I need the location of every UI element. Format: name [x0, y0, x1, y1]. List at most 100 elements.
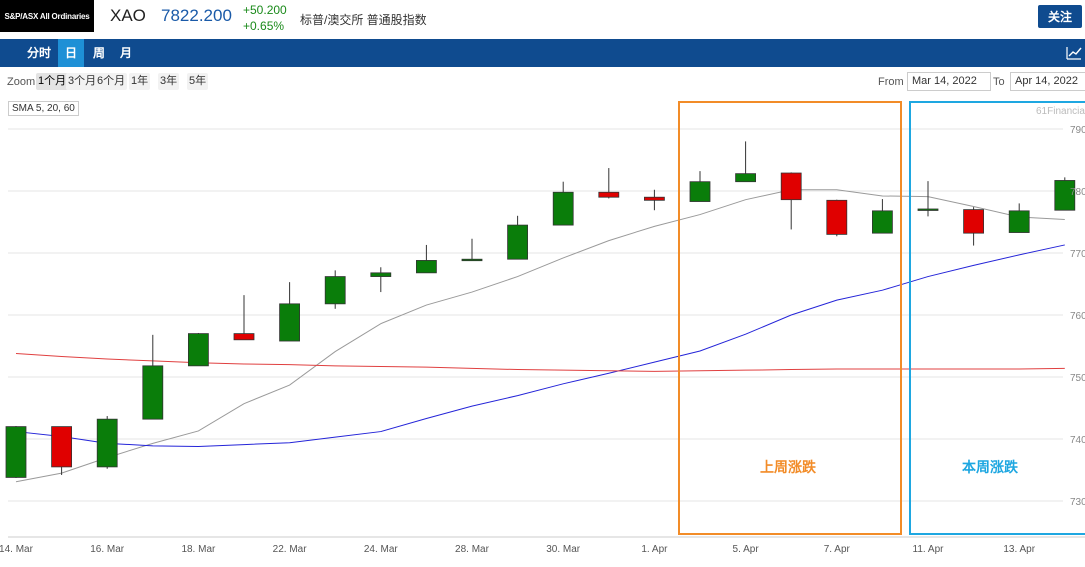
from-date-input[interactable]: Mar 14, 2022	[907, 72, 991, 91]
candle-5Apr	[735, 141, 756, 183]
x-axis: 14. Mar 16. Mar 18. Mar 22. Mar 24. Mar 28. M…	[0, 536, 1085, 555]
candle-body	[507, 224, 529, 260]
tab-daily[interactable]: 日	[58, 39, 84, 67]
candle-body	[552, 191, 574, 226]
change-absolute: +50.200	[243, 3, 287, 17]
y-tick-label: 730	[1070, 497, 1085, 508]
candle-body	[917, 208, 939, 211]
candle-14Apr	[1054, 177, 1076, 211]
y-axis: 730 740 750 760 770 780 790	[1070, 125, 1085, 508]
to-date-input[interactable]: Apr 14, 2022	[1010, 72, 1085, 91]
x-tick-label: 28. Mar	[455, 544, 490, 555]
zoom-3y-button[interactable]: 3年	[158, 73, 180, 90]
candle-body	[142, 365, 164, 420]
data-credit: 61Financial	[1036, 106, 1085, 117]
candle-13Apr	[1008, 203, 1030, 233]
chart-grid	[8, 128, 1063, 502]
chart-type-icon[interactable]	[1063, 42, 1085, 64]
x-tick-label: 11. Apr	[913, 544, 945, 555]
change-percent: +0.65%	[243, 19, 285, 33]
candle-body	[872, 210, 893, 234]
candle-body	[233, 333, 255, 341]
candle-22Mar	[279, 282, 301, 342]
candle-body	[963, 209, 984, 234]
y-tick-label: 750	[1070, 373, 1085, 384]
candle-23Mar	[324, 270, 346, 309]
candle-25Mar	[415, 244, 437, 274]
zoom-1m-button[interactable]: 1个月	[36, 73, 69, 90]
candle-body	[598, 191, 620, 198]
candle-31Mar	[598, 168, 620, 199]
candle-7Apr	[826, 199, 848, 237]
candle-body	[826, 199, 848, 235]
zoom-6m-button[interactable]: 6个月	[95, 73, 128, 90]
x-tick-label: 18. Mar	[181, 544, 216, 555]
from-label: From	[878, 76, 904, 88]
candle-18Mar	[187, 332, 209, 367]
candle-body	[1008, 210, 1030, 233]
zoom-1y-button[interactable]: 1年	[129, 73, 151, 90]
candle-11Apr	[917, 181, 939, 217]
sma60-line	[15, 352, 1065, 372]
to-label: To	[993, 76, 1005, 88]
candle-6Apr	[780, 172, 802, 230]
candle-24Mar	[370, 267, 392, 293]
candle-15Mar	[51, 426, 72, 475]
candle-30Mar	[552, 181, 574, 226]
x-tick-label: 7. Apr	[824, 544, 851, 555]
y-tick-label: 740	[1070, 435, 1085, 446]
candle-body	[415, 260, 437, 274]
candle-21Mar	[233, 295, 255, 341]
tab-weekly[interactable]: 周	[92, 46, 105, 60]
candle-17Mar	[142, 334, 164, 420]
candle-12Apr	[963, 207, 984, 246]
candle-4Apr	[689, 171, 711, 202]
follow-button[interactable]: 关注	[1038, 5, 1082, 28]
candle-body	[689, 181, 711, 202]
zoom-3m-button[interactable]: 3个月	[66, 73, 99, 90]
tab-monthly[interactable]: 月	[119, 46, 132, 60]
candle-body	[51, 426, 72, 468]
quote-header: S&P/ASX All Ordinaries XAO 7822.200 +50.…	[0, 0, 1085, 36]
y-tick-label: 780	[1070, 187, 1085, 198]
sma-lines	[15, 189, 1065, 483]
index-logo: S&P/ASX All Ordinaries	[0, 0, 94, 32]
x-tick-label: 16. Mar	[90, 544, 125, 555]
candlestick-chart: 730 740 750 760 770 780 790 14. Mar 16. Mar 18. …	[0, 125, 1085, 555]
candle-1Apr	[644, 189, 665, 211]
x-tick-label: 13. Apr	[1003, 544, 1035, 555]
this-week-highlight	[909, 101, 1085, 535]
candle-body	[370, 272, 392, 277]
candle-16Mar	[96, 416, 118, 469]
y-tick-label: 790	[1070, 125, 1085, 136]
x-tick-label: 24. Mar	[364, 544, 399, 555]
candle-body	[735, 173, 756, 183]
sma-legend: SMA 5, 20, 60	[8, 101, 79, 116]
x-tick-label: 14. Mar	[0, 544, 34, 555]
index-description: 标普/澳交所 普通股指数	[300, 13, 427, 27]
candle-body	[1054, 180, 1076, 211]
candle-body	[96, 418, 118, 468]
last-week-annotation: 上周涨跌	[760, 459, 816, 475]
x-tick-label: 5. Apr	[733, 544, 760, 555]
y-tick-label: 760	[1070, 311, 1085, 322]
candle-body	[780, 172, 802, 201]
zoom-label: Zoom	[7, 76, 36, 88]
this-week-annotation: 本周涨跌	[962, 459, 1018, 475]
x-tick-label: 22. Mar	[273, 544, 308, 555]
y-tick-label: 770	[1070, 249, 1085, 260]
candle-29Mar	[507, 215, 529, 260]
candle-body	[279, 303, 301, 342]
period-tab-bar: 分时 日 周 月	[0, 39, 1085, 67]
candle-14Mar	[5, 425, 27, 479]
last-week-highlight	[678, 101, 902, 535]
zoom-toolbar: Zoom 1个月 3个月 6个月 1年 3年 5年 From Mar 14, 2…	[0, 71, 1085, 93]
candles	[5, 141, 1076, 479]
zoom-5y-button[interactable]: 5年	[187, 73, 209, 90]
candle-body	[324, 276, 346, 305]
sma5-line	[15, 189, 1065, 483]
candle-body	[461, 258, 483, 262]
candle-body	[5, 426, 27, 478]
candle-8Apr	[872, 199, 893, 234]
tab-intraday[interactable]: 分时	[26, 46, 51, 60]
